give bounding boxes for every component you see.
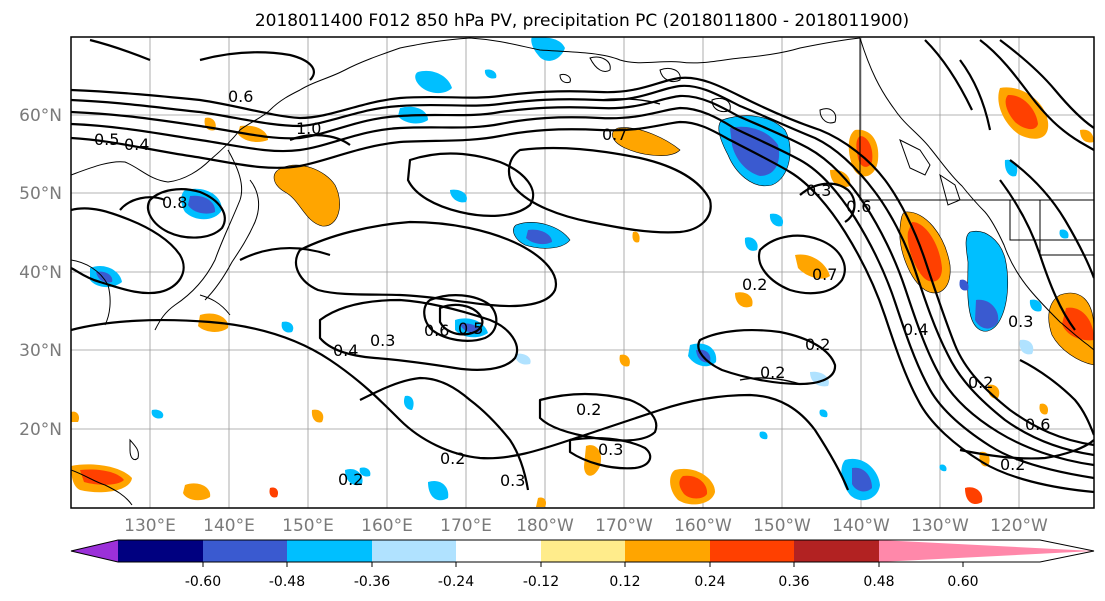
gridlines: [71, 37, 1094, 508]
contour-label: 0.4: [124, 135, 149, 154]
contour-label: 0.2: [576, 400, 601, 419]
contour-label: 0.6: [228, 87, 253, 106]
contour-label: 0.5: [94, 130, 119, 149]
colorbar-segment: [372, 540, 456, 562]
contour-label: 0.2: [760, 363, 785, 382]
contour-label: 0.7: [602, 125, 627, 144]
contour-label: 0.3: [1008, 312, 1033, 331]
contour-label: 0.2: [1000, 455, 1025, 474]
colorbar-tick-label: 0.36: [778, 574, 809, 590]
lon-tick-label: 130°E: [124, 516, 176, 536]
colorbar-tick-label: -0.60: [185, 574, 221, 590]
lon-tick-label: 160°W: [674, 516, 732, 536]
lon-tick-label: 180°W: [516, 516, 574, 536]
contour-label: 0.3: [806, 181, 831, 200]
colorbar-segment: [710, 540, 794, 562]
colorbar-tick-label: 0.48: [863, 574, 894, 590]
contour-label: 0.4: [903, 320, 928, 339]
colorbar-tick-label: -0.36: [354, 574, 390, 590]
lon-tick-label: 120°W: [990, 516, 1048, 536]
map-panel: 0.5 0.4 1.0 0.8 0.6 0.7 0.3 0.2 0.6 0.3 …: [70, 36, 1095, 509]
colorbar-segment: [287, 540, 372, 562]
contour-label: 0.3: [500, 471, 525, 490]
lat-tick-label: 50°N: [19, 184, 62, 204]
colorbar-tick-label: -0.48: [269, 574, 305, 590]
colorbar-segment: [118, 540, 203, 562]
contour-label: 0.6: [846, 197, 871, 216]
contour-labels: 0.5 0.4 1.0 0.8 0.6 0.7 0.3 0.2 0.6 0.3 …: [94, 87, 1050, 490]
lon-tick-label: 170°E: [440, 516, 492, 536]
colorbar-segment: [541, 540, 625, 562]
colorbar-tick-label: -0.24: [438, 574, 474, 590]
lat-tick-label: 20°N: [19, 420, 62, 440]
longitude-labels: 130°E 140°E 150°E 160°E 170°E 180°W 170°…: [124, 516, 1048, 536]
colorbar-outline: [70, 539, 1095, 563]
contour-label: 0.5: [458, 319, 483, 338]
lon-tick-label: 150°W: [753, 516, 811, 536]
colorbar-extend-right: [879, 540, 1094, 562]
lon-tick-label: 150°E: [282, 516, 334, 536]
contour-label: 0.3: [370, 331, 395, 350]
colorbar-segment: [203, 540, 287, 562]
coastlines: [71, 37, 1094, 506]
lat-tick-label: 60°N: [19, 106, 62, 126]
contour-label: 0.2: [742, 275, 767, 294]
colorbar-segment: [794, 540, 879, 562]
figure-title: 2018011400 F012 850 hPa PV, precipitatio…: [255, 11, 909, 31]
colorbar-tick-label: 0.60: [947, 574, 978, 590]
contour-label: 0.6: [424, 321, 449, 340]
contour-label: 0.2: [968, 373, 993, 392]
colorbar-tick-label: -0.12: [523, 574, 559, 590]
colorbar-segment: [456, 540, 541, 562]
lat-tick-label: 40°N: [19, 263, 62, 283]
colorbar: -0.60 -0.48 -0.36 -0.24 -0.12 0.12 0.24 …: [70, 539, 1095, 590]
contour-label: 0.3: [598, 440, 623, 459]
colorbar-ticks: [202, 562, 964, 567]
lon-tick-label: 130°W: [911, 516, 969, 536]
contour-label: 0.2: [338, 470, 363, 489]
contour-label: 0.8: [162, 193, 187, 212]
lat-tick-label: 30°N: [19, 341, 62, 361]
contour-label: 0.6: [1025, 415, 1050, 434]
contour-label: 0.7: [812, 265, 837, 284]
colorbar-tick-label: 0.24: [694, 574, 725, 590]
lon-tick-label: 140°E: [203, 516, 255, 536]
colorbar-extend-left: [71, 540, 118, 562]
contour-label: 1.0: [296, 119, 321, 138]
pv-contours: [71, 38, 1094, 494]
contour-label: 0.4: [333, 341, 358, 360]
latitude-labels: 60°N 50°N 40°N 30°N 20°N: [19, 106, 62, 440]
lon-tick-label: 160°E: [361, 516, 413, 536]
negative-precip-shading: [90, 37, 1069, 501]
map-frame: [70, 36, 1095, 509]
lon-tick-label: 140°W: [832, 516, 890, 536]
lon-tick-label: 170°W: [595, 516, 653, 536]
colorbar-segment: [625, 540, 710, 562]
colorbar-tick-label: 0.12: [609, 574, 640, 590]
contour-label: 0.2: [440, 449, 465, 468]
contour-label: 0.2: [805, 335, 830, 354]
